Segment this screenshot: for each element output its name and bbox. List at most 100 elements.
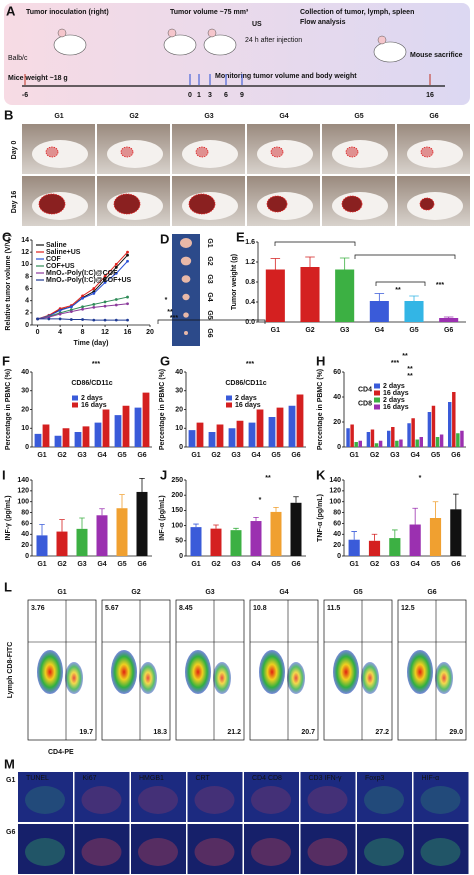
micrograph [357,772,412,822]
y-tick-label: 4 [25,298,29,305]
mouse-body [407,140,463,168]
tumor [182,293,190,301]
population [435,662,453,694]
data-point [81,305,84,309]
population [213,662,231,694]
y-tick-label: 80 [21,509,29,516]
x-tick-label: G6 [137,452,146,459]
y-tick-label: 30 [175,388,183,395]
bar [411,418,415,447]
significance: *** [391,360,399,367]
micrograph [187,824,243,874]
bar [370,429,375,447]
data-point [103,275,107,278]
y-tick-label: 0 [25,444,29,451]
stain-label: HIF-α [422,775,440,782]
stain-signal [138,786,178,814]
label: US [252,21,262,28]
y-axis-label: Relative tumor volume (V/V₀) [5,234,12,330]
bar [76,528,88,556]
chart-title: CD86/CD11c [225,380,266,387]
bar [270,511,282,556]
tumor-photo-background [172,234,200,346]
stain-signal [251,786,291,814]
x-tick-label: G1 [271,327,280,334]
significance: *** [246,361,254,368]
y-tick-label: 0 [337,444,341,451]
stain-signal [307,786,348,814]
group-label: G3 [206,274,213,283]
y-axis-label: TNF-α (pg/mL) [317,494,324,542]
legend-swatch [226,395,232,401]
bar [230,530,242,556]
bar [452,392,456,447]
population [287,662,305,694]
stain-label: Foxp3 [365,775,385,782]
group-label: G5 [206,310,213,319]
data-point [58,309,62,312]
quadrant-value: 27.2 [375,729,389,736]
mouse-body [32,140,88,168]
legend-label: 2 days [235,395,257,402]
panel-label: D [160,231,169,246]
data-point [81,307,84,311]
stain-signal [138,838,178,866]
x-tick-label: 16 [124,329,132,336]
data-point [126,259,129,263]
x-tick-label: G2 [370,452,379,459]
stain-label: HMGB1 [139,775,164,782]
x-tick-label: G3 [231,452,240,459]
bar [250,521,262,556]
data-point [126,302,129,306]
tumor-outline [195,146,209,158]
x-tick-label: G2 [211,561,220,568]
mouse-ear [57,28,67,38]
y-tick-label: 1.2 [245,259,255,266]
y-tick-label: 1.6 [245,239,255,246]
bar [236,420,244,447]
bar [296,394,304,447]
bar [142,392,150,447]
day-label: 9 [240,92,244,99]
mouse-body [332,140,388,168]
y-tick-label: 40 [21,531,29,538]
micrograph [300,772,356,822]
y-axis-label: INF-α (pg/mL) [159,495,166,541]
bar [228,428,236,447]
bar [248,422,256,447]
legend-label: Saline+US [46,249,81,256]
error-bar [374,293,385,301]
bar [346,428,350,447]
stain-signal [420,838,461,866]
y-tick-label: 140 [17,477,29,484]
tumor-outline [120,146,134,158]
y-axis-label: Percentage in PBMC (%) [159,369,166,450]
x-tick-label: G1 [191,452,200,459]
stain-signal [307,838,348,866]
bar [448,402,452,447]
error-bar [339,257,350,270]
data-point [114,262,118,266]
legend-swatch [226,402,232,408]
data-point [126,253,129,257]
panel-label: A [6,3,16,18]
stain-signal [81,786,122,814]
bar [196,422,204,447]
mouse-ear [167,28,177,38]
bar [136,491,148,556]
group-label: G4 [206,292,213,301]
legend-label: 16 days [235,402,261,409]
micrograph [357,824,412,874]
data-point [103,300,107,304]
panel-label: B [4,107,13,122]
x-tick-label: G4 [97,452,106,459]
x-tick-label: G3 [231,561,240,568]
micrograph [413,772,469,822]
x-tick-label: G5 [431,561,440,568]
significance: ** [395,287,401,294]
error-bar [293,496,299,503]
y-axis-label: INF-γ (pg/mL) [5,495,12,540]
x-tick-label: G1 [191,561,200,568]
population [259,650,285,694]
error-bar [371,533,378,541]
